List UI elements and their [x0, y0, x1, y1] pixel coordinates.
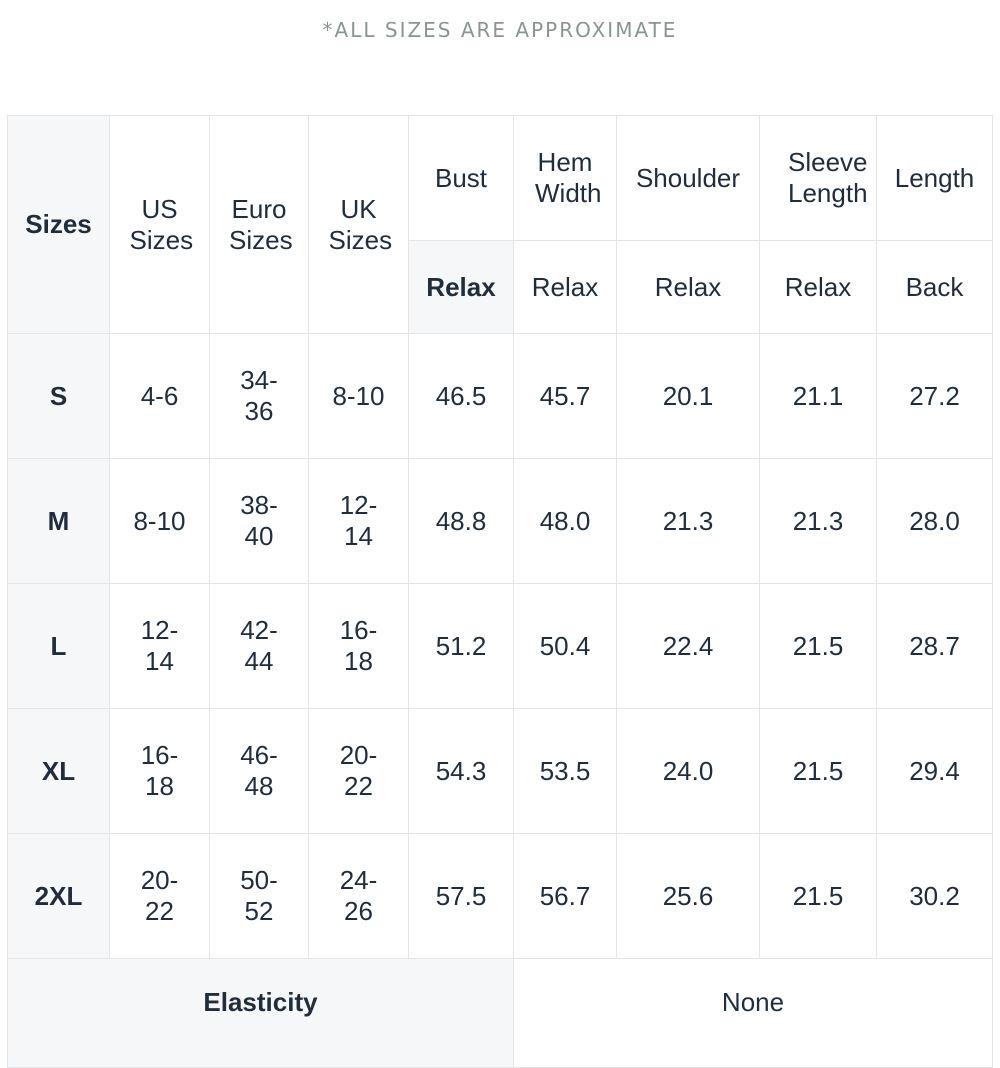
uk-size-cell: 20-22 — [308, 708, 409, 834]
uk-size-cell: 12-14 — [308, 458, 409, 584]
subheader-row: Relax Relax Relax Relax Back — [8, 240, 993, 334]
euro-size-cell: 50-52 — [209, 833, 309, 959]
euro-size-cell: 42-44 — [209, 583, 309, 709]
us-size-cell: 20-22 — [109, 833, 210, 959]
header-row: Sizes US Sizes Euro Sizes UK Sizes Bust … — [7, 115, 993, 334]
uk-size-cell: 16-18 — [308, 583, 409, 709]
elasticity-row: Elasticity None — [7, 958, 993, 1068]
subheader-shoulder: Relax — [616, 240, 760, 334]
elasticity-label: Elasticity — [7, 958, 514, 1068]
sleeve-length-cell: 21.5 — [759, 583, 877, 709]
length-cell: 28.7 — [876, 583, 993, 709]
size-cell: 2XL — [7, 833, 110, 959]
subheader-hem-width: Relax — [513, 240, 617, 334]
sleeve-length-cell: 21.5 — [759, 708, 877, 834]
header-shoulder: Shoulder — [616, 115, 760, 241]
length-cell: 29.4 — [876, 708, 993, 834]
uk-size-cell: 24-26 — [308, 833, 409, 959]
size-cell: L — [7, 583, 110, 709]
uk-size-cell: 8-10 — [308, 333, 409, 459]
sleeve-length-cell: 21.5 — [759, 833, 877, 959]
shoulder-cell: 25.6 — [616, 833, 760, 959]
us-size-cell: 16-18 — [109, 708, 210, 834]
size-chart-table: Sizes US Sizes Euro Sizes UK Sizes Bust … — [7, 115, 993, 1068]
bust-cell: 51.2 — [408, 583, 514, 709]
hem-width-cell: 48.0 — [513, 458, 617, 584]
header-hem-width: Hem Width — [513, 115, 617, 241]
euro-size-cell: 46-48 — [209, 708, 309, 834]
euro-size-cell: 34-36 — [209, 333, 309, 459]
table-row: S 4-6 34-36 8-10 46.5 45.7 20.1 21.1 27.… — [7, 333, 993, 459]
shoulder-cell: 21.3 — [616, 458, 760, 584]
subheader-sleeve-length: Relax — [759, 240, 877, 334]
header-length: Length — [876, 115, 993, 241]
table-row: 2XL 20-22 50-52 24-26 57.5 56.7 25.6 21.… — [7, 833, 993, 959]
euro-size-cell: 38-40 — [209, 458, 309, 584]
header-euro-sizes: Euro Sizes — [209, 115, 309, 334]
size-cell: M — [7, 458, 110, 584]
bust-cell: 46.5 — [408, 333, 514, 459]
length-cell: 27.2 — [876, 333, 993, 459]
hem-width-cell: 56.7 — [513, 833, 617, 959]
us-size-cell: 8-10 — [109, 458, 210, 584]
table-row: M 8-10 38-40 12-14 48.8 48.0 21.3 21.3 2… — [7, 458, 993, 584]
us-size-cell: 12-14 — [109, 583, 210, 709]
hem-width-cell: 50.4 — [513, 583, 617, 709]
table-row: L 12-14 42-44 16-18 51.2 50.4 22.4 21.5 … — [7, 583, 993, 709]
bust-cell: 54.3 — [408, 708, 514, 834]
sleeve-length-cell: 21.3 — [759, 458, 877, 584]
approximate-sizes-note: *ALL SIZES ARE APPROXIMATE — [322, 18, 678, 42]
table-row: XL 16-18 46-48 20-22 54.3 53.5 24.0 21.5… — [7, 708, 993, 834]
length-cell: 30.2 — [876, 833, 993, 959]
hem-width-cell: 45.7 — [513, 333, 617, 459]
subheader-length: Back — [876, 240, 993, 334]
sleeve-length-cell: 21.1 — [759, 333, 877, 459]
size-cell: XL — [7, 708, 110, 834]
bust-cell: 57.5 — [408, 833, 514, 959]
header-uk-sizes: UK Sizes — [308, 115, 409, 334]
subheader-bust: Relax — [408, 240, 514, 334]
header-sizes: Sizes — [7, 115, 110, 334]
shoulder-cell: 22.4 — [616, 583, 760, 709]
bust-cell: 48.8 — [408, 458, 514, 584]
header-us-sizes: US Sizes — [109, 115, 210, 334]
size-cell: S — [7, 333, 110, 459]
header-sleeve-length: Sleeve Length — [759, 115, 877, 241]
shoulder-cell: 24.0 — [616, 708, 760, 834]
hem-width-cell: 53.5 — [513, 708, 617, 834]
shoulder-cell: 20.1 — [616, 333, 760, 459]
elasticity-value: None — [513, 958, 993, 1068]
length-cell: 28.0 — [876, 458, 993, 584]
header-bust: Bust — [408, 115, 514, 241]
us-size-cell: 4-6 — [109, 333, 210, 459]
